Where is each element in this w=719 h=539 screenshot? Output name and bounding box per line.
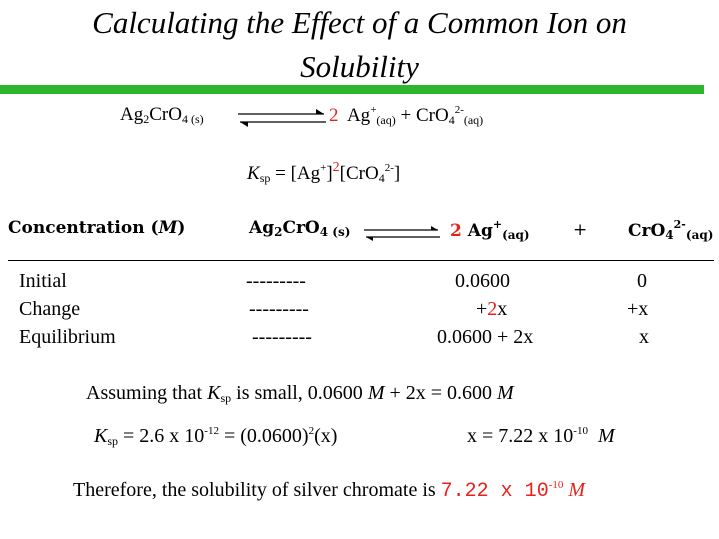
table-header-rule — [8, 260, 714, 261]
table-header-arrows — [364, 226, 440, 241]
equilibrium-products: 2 Ag+(aq) + CrO42-(aq) — [329, 104, 484, 127]
row-cro4-change: +x — [627, 298, 649, 320]
table-header-ag: 2 Ag+(aq) — [450, 218, 530, 242]
row-cro4-initial: 0 — [637, 270, 647, 292]
row-label-change: Change — [19, 298, 81, 320]
row-ag-change: +2x — [476, 298, 508, 320]
ksp-calculation: Ksp = 2.6 x 10-12 = (0.0600)2(x) — [94, 425, 338, 448]
table-header-solid: Ag2CrO4 (s) — [249, 218, 351, 239]
row-label-equilibrium: Equilibrium — [19, 326, 116, 348]
title-divider — [0, 85, 704, 94]
row-solid-equilibrium: --------- — [252, 326, 312, 348]
row-solid-initial: --------- — [246, 270, 306, 292]
row-solid-change: --------- — [249, 298, 309, 320]
conclusion-text: Therefore, the solubility of silver chro… — [73, 479, 586, 503]
x-result: x = 7.22 x 10-10 M — [467, 425, 615, 447]
row-ag-initial: 0.0600 — [455, 270, 510, 292]
row-cro4-equilibrium: x — [639, 326, 649, 348]
ag-coefficient: 2 — [329, 105, 339, 126]
table-header-plus: + — [573, 220, 588, 240]
page-title-line2: Solubility — [300, 49, 419, 84]
page-title: Calculating the Effect of a Common Ion o… — [92, 5, 627, 40]
equilibrium-reactant: Ag2CrO4 (s) — [120, 104, 204, 126]
row-label-initial: Initial — [19, 270, 67, 292]
table-header-label: Concentration (M) — [8, 218, 186, 238]
assumption-text: Assuming that Ksp is small, 0.0600 M + 2… — [86, 382, 514, 405]
ksp-expression: Ksp = [Ag+]2[CrO42-] — [247, 160, 401, 185]
row-ag-equilibrium: 0.0600 + 2x — [437, 326, 534, 348]
equilibrium-arrows — [238, 109, 326, 127]
table-header-cro4: CrO42-(aq) — [628, 218, 714, 242]
solubility-value: 7.22 x 10 — [440, 480, 549, 503]
